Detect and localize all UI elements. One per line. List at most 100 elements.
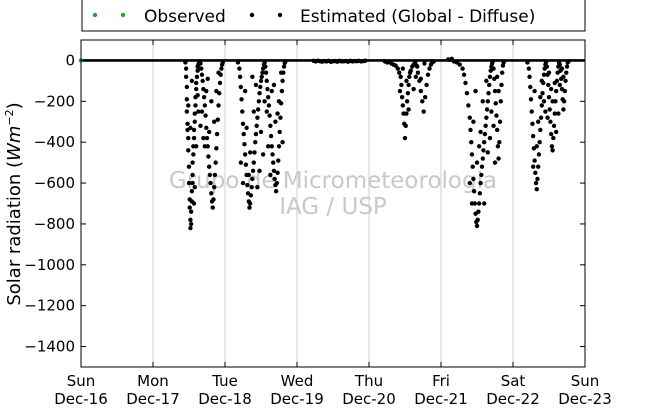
x-tick-label-day: Mon <box>137 372 169 390</box>
estimated-point <box>496 156 501 161</box>
estimated-point <box>275 111 280 116</box>
estimated-point <box>194 86 199 92</box>
estimated-point <box>530 133 536 139</box>
estimated-point <box>541 99 547 104</box>
estimated-point <box>480 99 485 104</box>
estimated-point <box>484 107 490 112</box>
estimated-point <box>212 184 217 190</box>
estimated-point <box>422 95 428 100</box>
estimated-point <box>191 135 197 141</box>
x-tick-label-day: Wed <box>281 372 314 390</box>
estimated-point <box>191 201 197 206</box>
y-axis-label: Solar radiation (Wm−2) <box>3 102 25 305</box>
estimated-point <box>427 66 432 71</box>
estimated-point <box>547 107 552 112</box>
estimated-point <box>487 135 493 141</box>
estimated-point <box>203 113 208 118</box>
estimated-point <box>279 88 285 94</box>
estimated-point <box>265 86 270 92</box>
estimated-point <box>467 115 472 120</box>
estimated-point <box>424 82 429 88</box>
estimated-point <box>527 74 532 79</box>
estimated-point <box>240 109 245 114</box>
estimated-point <box>539 78 544 84</box>
estimated-point <box>215 117 220 122</box>
estimated-point <box>548 86 554 92</box>
estimated-point <box>534 186 539 192</box>
x-tick-label-day: Fri <box>432 372 450 390</box>
estimated-point <box>492 160 498 165</box>
estimated-point <box>537 139 542 145</box>
estimated-point <box>406 82 411 88</box>
estimated-point <box>491 123 496 129</box>
estimated-point <box>247 205 252 210</box>
estimated-point <box>421 109 426 114</box>
x-tick-label-date: Dec-22 <box>486 390 540 408</box>
estimated-point <box>528 97 534 102</box>
estimated-point <box>554 129 559 135</box>
estimated-point <box>276 158 281 163</box>
estimated-point <box>415 70 421 75</box>
estimated-point <box>494 113 499 118</box>
estimated-point <box>550 148 555 153</box>
estimated-point <box>470 164 475 169</box>
estimated-point <box>242 152 248 157</box>
estimated-point <box>186 135 191 141</box>
estimated-point <box>398 74 403 79</box>
estimated-point <box>407 70 413 75</box>
estimated-point <box>275 170 280 176</box>
estimated-point <box>184 109 190 114</box>
estimated-point <box>494 127 500 133</box>
estimated-point <box>484 78 489 84</box>
y-tick-label: −800 <box>34 215 75 233</box>
estimated-point <box>407 74 412 79</box>
estimated-point <box>498 99 503 104</box>
estimated-point <box>541 72 547 77</box>
estimated-point <box>477 191 483 196</box>
legend-marker-estimated <box>277 12 283 18</box>
estimated-point <box>210 205 215 210</box>
estimated-point <box>201 135 206 141</box>
estimated-point <box>526 66 532 71</box>
estimated-point <box>484 115 489 120</box>
estimated-point <box>551 135 556 141</box>
estimated-point <box>482 201 487 206</box>
y-tick-label: −1000 <box>24 256 75 274</box>
y-tick-label: −1200 <box>24 297 75 315</box>
estimated-point <box>183 60 188 65</box>
estimated-point <box>204 125 209 131</box>
estimated-point <box>461 72 467 77</box>
legend-marker-estimated <box>249 12 255 18</box>
estimated-point <box>213 160 218 165</box>
estimated-point <box>240 180 246 186</box>
estimated-point <box>469 152 475 157</box>
estimated-point <box>189 78 195 84</box>
estimated-point <box>254 123 259 129</box>
x-tick-label-date: Dec-16 <box>54 390 108 408</box>
estimated-point <box>549 144 555 149</box>
estimated-point <box>418 76 424 82</box>
estimated-point <box>209 99 214 104</box>
estimated-point <box>193 103 198 108</box>
estimated-point <box>242 88 248 94</box>
legend-box <box>81 0 586 32</box>
estimated-point <box>266 144 271 149</box>
estimated-point <box>188 209 194 214</box>
estimated-point <box>530 121 535 126</box>
estimated-point <box>198 123 203 129</box>
estimated-point <box>493 101 498 106</box>
estimated-point <box>188 221 194 227</box>
estimated-point <box>186 148 191 153</box>
estimated-point <box>464 90 470 96</box>
estimated-point <box>534 144 539 149</box>
estimated-point <box>184 97 190 102</box>
estimated-point <box>250 74 255 79</box>
estimated-point <box>188 225 193 231</box>
estimated-point <box>281 64 287 69</box>
estimated-point <box>194 74 200 79</box>
estimated-point <box>552 80 557 86</box>
estimated-point <box>248 193 254 198</box>
watermark-line-2: IAG / USP <box>279 194 387 220</box>
x-tick-label-date: Dec-21 <box>414 390 468 408</box>
grid <box>152 40 514 367</box>
